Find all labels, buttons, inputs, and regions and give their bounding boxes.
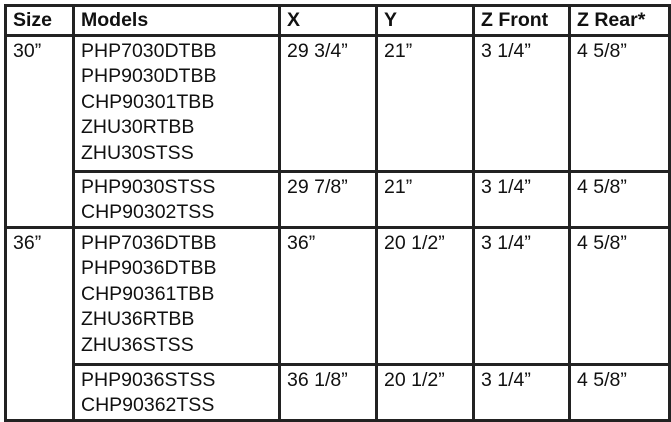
model-number: ZHU36STSS — [81, 333, 194, 356]
y-cell: 21” — [375, 33, 475, 173]
model-number: ZHU30RTBB — [81, 116, 195, 138]
z-front-cell: 3 1/4” — [472, 169, 571, 229]
y-cell: 21” — [375, 169, 475, 229]
model-number: PHP7030DTBB — [81, 39, 217, 62]
z-front-cell: 3 1/4” — [472, 225, 571, 366]
header-models: Models — [72, 4, 281, 37]
header-x: X — [278, 4, 378, 37]
model-number: CHP90302TSS — [81, 201, 215, 223]
models-cell: PHP9030STSS CHP90302TSS — [72, 169, 281, 229]
model-number: PHP9030STSS — [81, 175, 216, 198]
z-rear-cell: 4 5/8” — [568, 362, 671, 422]
z-rear-cell: 4 5/8” — [568, 169, 671, 229]
model-number: PHP9030DTBB — [81, 65, 217, 87]
model-number: CHP90361TBB — [81, 282, 215, 305]
header-row: Size Models X Y Z Front Z Rear* — [4, 4, 671, 37]
header-y: Y — [375, 4, 475, 37]
table-row: 30” PHP7030DTBB PHP9030DTBB CHP90301TBB ZHU3… — [4, 33, 671, 229]
models-cell: PHP7036DTBB PHP9036DTBB CHP90361TBB ZHU36RT… — [72, 225, 281, 366]
table-row: 36” PHP7036DTBB PHP9036DTBB CHP90361TBB ZHU3… — [4, 225, 671, 422]
model-number: PHP9036DTBB — [81, 257, 217, 279]
size-cell: 36” — [4, 225, 75, 422]
y-cell: 20 1/2” — [375, 362, 475, 422]
y-cell: 20 1/2” — [375, 225, 475, 366]
size-cell: 30” — [4, 33, 75, 229]
dimensions-table: Size Models X Y Z Front Z Rear* 30” PHP70… — [4, 4, 671, 422]
x-cell: 29 7/8” — [278, 169, 378, 229]
model-number: CHP90301TBB — [81, 90, 215, 113]
header-z-front: Z Front — [472, 4, 571, 37]
table-row: PHP9036STSS CHP90362TSS 36 1/8” 20 1/2” 3 1/… — [6, 362, 671, 422]
header-z-rear: Z Rear* — [568, 4, 671, 37]
x-cell: 36 1/8” — [278, 362, 378, 422]
model-number: PHP9036STSS — [81, 368, 216, 391]
z-rear-cell: 4 5/8” — [568, 225, 671, 366]
x-cell: 29 3/4” — [278, 33, 378, 173]
model-number: PHP7036DTBB — [81, 231, 217, 254]
models-cell: PHP9036STSS CHP90362TSS — [72, 362, 281, 422]
model-number: ZHU30STSS — [81, 141, 194, 164]
table-row: PHP9030STSS CHP90302TSS 29 7/8” 21” 3 1/4” 4 … — [6, 169, 671, 229]
z-front-cell: 3 1/4” — [472, 33, 571, 173]
header-size: Size — [4, 4, 75, 37]
model-number: CHP90362TSS — [81, 394, 215, 416]
models-cell: PHP7030DTBB PHP9030DTBB CHP90301TBB ZHU30RT… — [72, 33, 281, 173]
model-number: ZHU36RTBB — [81, 308, 195, 330]
z-rear-cell: 4 5/8” — [568, 33, 671, 173]
x-cell: 36” — [278, 225, 378, 366]
z-front-cell: 3 1/4” — [472, 362, 571, 422]
